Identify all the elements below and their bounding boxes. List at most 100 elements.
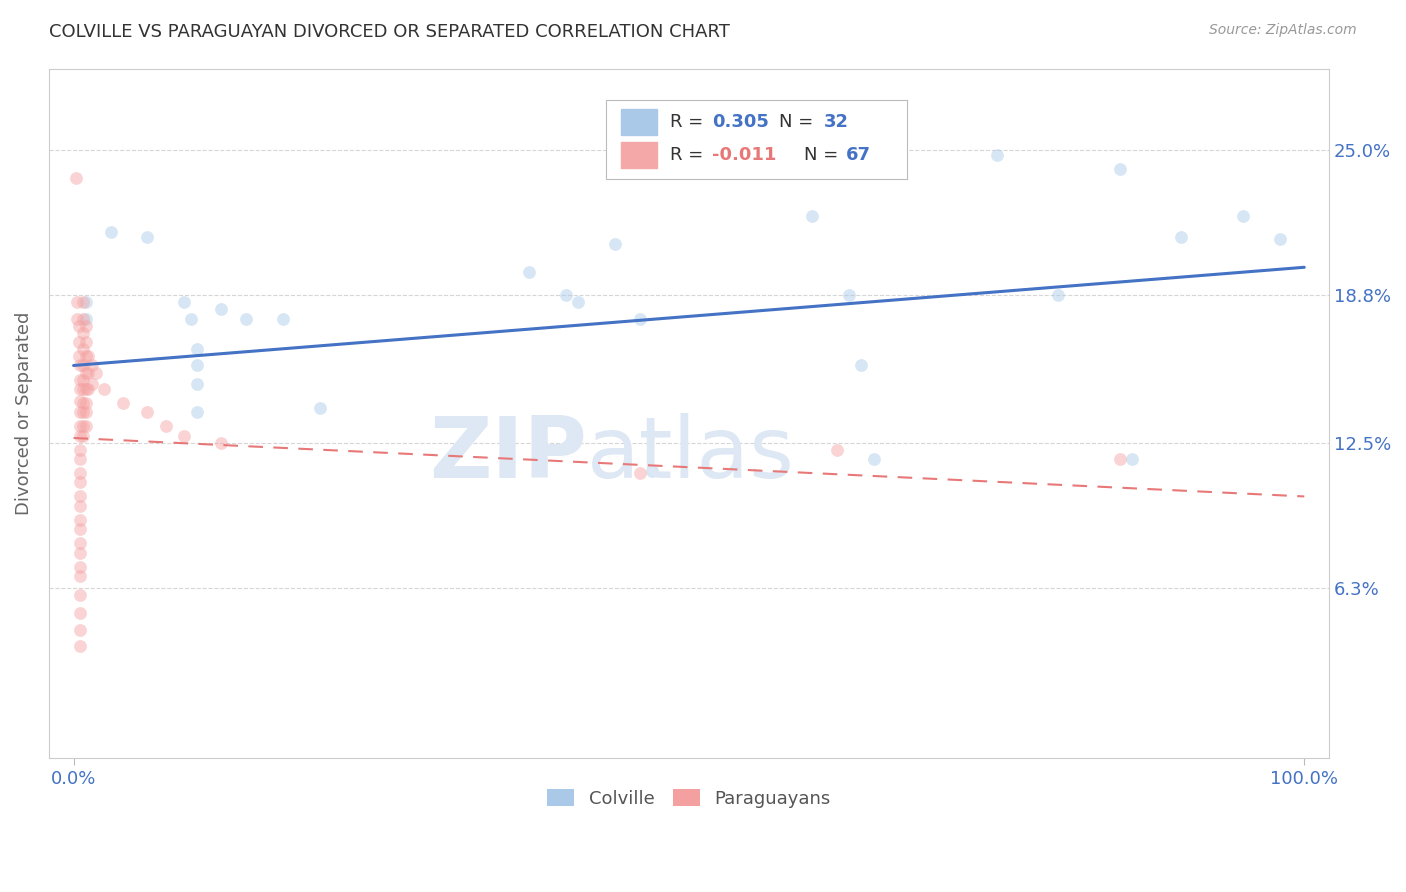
Point [72,326,94,340]
Y-axis label: Divorced or Separated: Divorced or Separated [15,311,32,515]
Point [75,405,97,419]
Point [155,419,177,434]
Point [72,311,94,326]
Point [72,428,94,442]
Point [69,522,91,536]
Text: 0.305: 0.305 [711,112,769,130]
Point [75,349,97,363]
Point [69,442,91,457]
Point [69,513,91,527]
Point [72,372,94,386]
Point [69,372,91,386]
Point [851,359,873,373]
Point [69,466,91,480]
Point [69,588,91,602]
Point [186,405,208,419]
Point [1047,288,1070,302]
Point [986,148,1008,162]
Point [72,295,94,310]
Point [186,342,208,356]
Legend: Colville, Paraguayans: Colville, Paraguayans [540,782,838,815]
Point [67,318,90,333]
Point [69,475,91,490]
Point [1108,452,1130,467]
Point [75,419,97,434]
Point [308,401,330,415]
Point [271,311,294,326]
Point [77,366,100,380]
Point [136,405,159,419]
Point [80,377,103,392]
Point [69,499,91,513]
Point [1108,162,1130,177]
Point [69,428,91,442]
Point [69,393,91,408]
Point [69,382,91,396]
Point [75,318,97,333]
Point [77,382,100,396]
Text: 32: 32 [824,112,848,130]
Point [1232,209,1254,223]
Point [641,464,664,478]
Point [1121,452,1143,467]
Text: -0.011: -0.011 [711,145,776,164]
Point [179,311,201,326]
Point [75,396,97,410]
Point [111,396,134,410]
Point [628,466,651,480]
Point [186,359,208,373]
Point [66,311,89,326]
Point [136,230,159,244]
FancyBboxPatch shape [621,142,657,168]
Point [235,311,257,326]
Point [75,382,97,396]
Point [1268,232,1291,246]
Text: N =: N = [804,145,844,164]
Point [69,359,91,373]
Point [75,366,97,380]
Point [93,382,115,396]
Point [862,452,884,467]
Point [69,536,91,550]
Text: ZIP: ZIP [429,413,586,496]
Point [69,569,91,583]
Point [186,377,208,392]
Point [69,639,91,653]
Point [69,559,91,574]
Point [69,623,91,637]
Point [69,452,91,467]
Point [65,171,87,186]
Text: R =: R = [669,145,709,164]
Point [628,311,651,326]
Point [72,342,94,356]
Point [801,209,824,223]
Text: atlas: atlas [586,413,794,496]
Point [67,335,90,350]
Point [173,295,195,310]
Point [72,359,94,373]
Point [517,265,540,279]
Point [825,442,848,457]
Text: COLVILLE VS PARAGUAYAN DIVORCED OR SEPARATED CORRELATION CHART: COLVILLE VS PARAGUAYAN DIVORCED OR SEPAR… [49,23,730,41]
Point [77,349,100,363]
Point [72,405,94,419]
Point [1170,230,1192,244]
Text: 67: 67 [846,145,872,164]
Point [603,236,626,251]
Point [72,382,94,396]
Point [209,435,232,450]
Point [69,607,91,621]
Point [100,225,122,239]
Point [554,288,576,302]
Point [80,359,103,373]
Point [69,419,91,434]
Point [69,490,91,504]
Point [209,302,232,317]
Point [66,295,89,310]
Point [72,419,94,434]
Point [75,311,97,326]
FancyBboxPatch shape [621,109,657,135]
Text: Source: ZipAtlas.com: Source: ZipAtlas.com [1209,23,1357,37]
Point [75,335,97,350]
Text: N =: N = [779,112,818,130]
